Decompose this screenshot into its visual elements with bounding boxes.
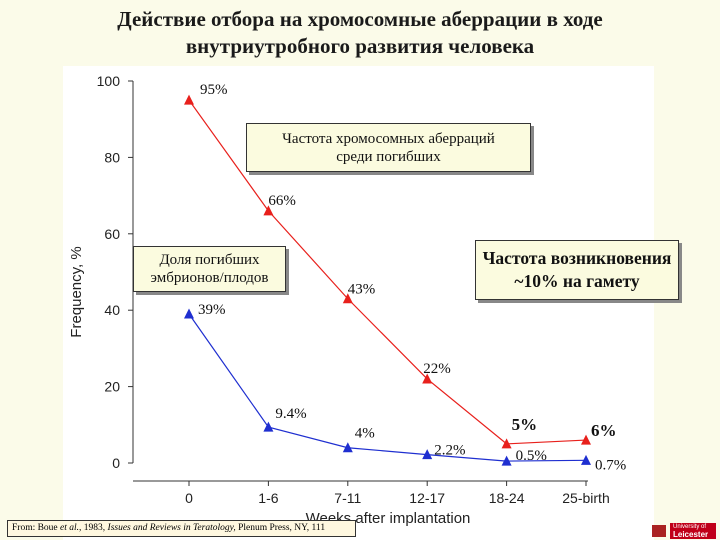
blue-series-line bbox=[188, 313, 587, 462]
y-tick-label: 40 bbox=[104, 302, 120, 318]
y-tick-label: 20 bbox=[104, 379, 120, 395]
x-tick-label: 12-17 bbox=[409, 490, 445, 506]
slide-title: Действие отбора на хромосомные аберрации… bbox=[0, 6, 720, 60]
x-tick-label: 0 bbox=[185, 490, 193, 506]
red-annotation-line-2: среди погибших bbox=[336, 149, 441, 165]
red-annotation-line-1: Частота хромосомных аберраций bbox=[282, 131, 495, 147]
blue-data-label: 0.5% bbox=[516, 448, 547, 464]
y-tick-label: 60 bbox=[104, 226, 120, 242]
logo-line-1: University of bbox=[673, 524, 707, 530]
x-tick-label: 18-24 bbox=[489, 490, 525, 506]
gamete-annotation-line-1: Частота возникновения bbox=[482, 248, 672, 268]
university-logo: University of Leicester bbox=[670, 523, 716, 539]
y-tick-label: 0 bbox=[112, 455, 120, 471]
red-series-annotation: Частота хромосомных аберраций среди поги… bbox=[246, 123, 531, 172]
red-data-point bbox=[263, 205, 274, 216]
blue-data-label: 4% bbox=[355, 426, 375, 442]
red-data-point bbox=[501, 438, 512, 449]
x-tick-label: 25-birth bbox=[562, 490, 609, 506]
blue-data-label: 39% bbox=[198, 302, 226, 318]
blue-data-point bbox=[501, 455, 512, 466]
red-data-point bbox=[184, 94, 194, 105]
red-data-point bbox=[581, 434, 591, 445]
red-data-point bbox=[342, 293, 353, 304]
chart-svg: Frequency, % Weeks after implantation 02… bbox=[68, 73, 626, 527]
blue-data-point bbox=[342, 442, 353, 453]
crest-icon bbox=[652, 525, 666, 537]
red-series-line bbox=[188, 99, 587, 445]
red-data-label: 6% bbox=[591, 421, 617, 440]
red-data-label: 43% bbox=[348, 282, 376, 298]
red-data-label: 66% bbox=[268, 193, 296, 209]
x-tick-label: 7-11 bbox=[334, 490, 361, 506]
citation-etal: et al. bbox=[60, 523, 80, 533]
red-data-label: 5% bbox=[512, 415, 537, 434]
citation: From: Boue et al., 1983, Issues and Revi… bbox=[7, 520, 356, 537]
y-tick-label: 100 bbox=[97, 73, 121, 89]
blue-data-point bbox=[184, 308, 194, 319]
blue-data-point bbox=[422, 449, 433, 460]
citation-mid: , 1983, bbox=[79, 523, 108, 533]
blue-data-label: 9.4% bbox=[275, 406, 306, 422]
citation-journal: Issues and Reviews in Teratology, bbox=[107, 523, 236, 533]
red-data-point bbox=[422, 373, 433, 384]
red-data-label: 95% bbox=[200, 82, 228, 98]
slide-title-line-1: Действие отбора на хромосомные аберрации… bbox=[117, 7, 603, 31]
blue-data-point bbox=[263, 421, 274, 432]
blue-series-annotation: Доля погибших эмбрионов/плодов bbox=[133, 246, 286, 292]
blue-annotation-line-1: Доля погибших bbox=[159, 252, 260, 268]
gamete-frequency-annotation: Частота возникновения ~10% на гамету bbox=[475, 240, 679, 300]
gamete-annotation-line-2: ~10% на гамету bbox=[514, 271, 640, 291]
blue-data-label: 2.2% bbox=[434, 443, 465, 459]
blue-data-label: 0.7% bbox=[595, 457, 626, 473]
x-tick-label: 1-6 bbox=[258, 490, 278, 506]
citation-suffix: Plenum Press, NY, 111 bbox=[235, 523, 326, 533]
logo-line-2: Leicester bbox=[673, 530, 709, 539]
red-data-label: 22% bbox=[423, 361, 451, 377]
citation-prefix: From: Boue bbox=[12, 523, 61, 533]
blue-annotation-line-2: эмбрионов/плодов bbox=[150, 270, 269, 286]
y-tick-label: 80 bbox=[104, 149, 120, 165]
slide-title-line-2: внутриутробного развития человека bbox=[185, 34, 535, 58]
y-axis-label: Frequency, % bbox=[68, 246, 85, 337]
blue-data-point bbox=[581, 454, 591, 465]
